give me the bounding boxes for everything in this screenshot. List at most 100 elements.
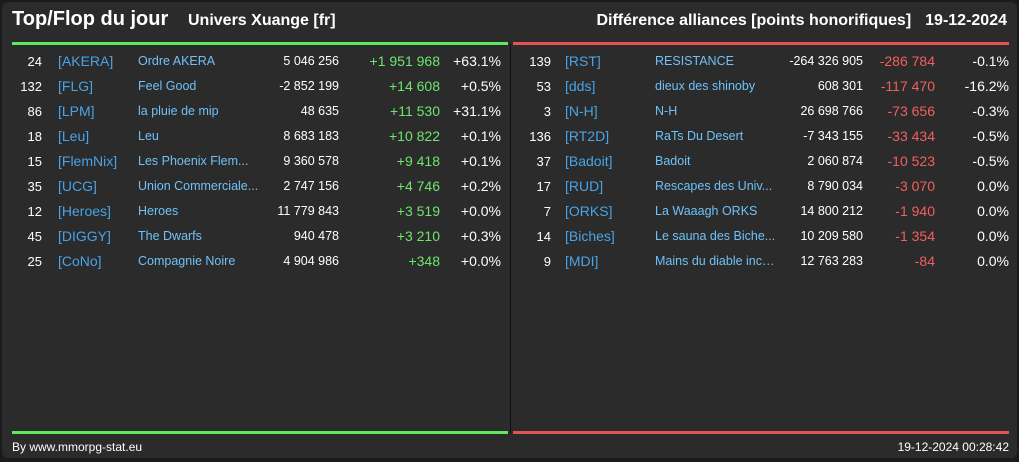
alliance-rank: 12 [27, 204, 42, 219]
percent-change: +31.1% [453, 103, 501, 119]
alliance-tag-link[interactable]: [CoNo] [58, 253, 102, 269]
alliance-points: 2 060 874 [807, 154, 863, 168]
header: Top/Flop du jour Univers Xuange [fr] Dif… [2, 2, 1017, 42]
footer-credit: By www.mmorpg-stat.eu [12, 440, 143, 454]
alliance-tag-link[interactable]: [UCG] [58, 178, 97, 194]
alliance-tag-link[interactable]: [ORKS] [565, 203, 613, 219]
table-row: 14 [Biches] Le sauna des Biche... 10 209 58… [517, 224, 1017, 249]
alliance-name-link[interactable]: N-H [655, 104, 678, 118]
table-row: 25 [CoNo] Compagnie Noire 4 904 986 +348 +0.0… [2, 249, 510, 274]
table-row: 7 [ORKS] La Waaagh ORKS 14 800 212 -1 940 0.0… [517, 199, 1017, 224]
points-difference: +11 530 [390, 103, 440, 119]
server-subtitle: Univers Xuange [fr] [188, 12, 336, 29]
table-row: 45 [DIGGY] The Dwarfs 940 478 +3 210 +0.3% [2, 224, 510, 249]
points-difference: -3 070 [895, 178, 935, 194]
top-losers-panel: 139 [RST] RESISTANCE -264 326 905 -286 784 -0… [517, 49, 1017, 274]
alliance-name-link[interactable]: Mains du diable inco... [655, 254, 777, 268]
alliance-name-link[interactable]: Union Commerciale... [138, 179, 259, 193]
alliance-points: 11 779 843 [277, 204, 339, 218]
alliance-name-link[interactable]: The Dwarfs [138, 229, 202, 243]
alliance-tag-link[interactable]: [LPM] [58, 103, 95, 119]
column-divider [510, 44, 511, 434]
alliance-tag-link[interactable]: [N-H] [565, 103, 598, 119]
ranking-type-label: Différence alliances [points honorifique… [596, 12, 912, 29]
points-difference: +3 519 [396, 203, 440, 219]
alliance-points: 26 698 766 [800, 104, 863, 118]
percent-change: 0.0% [977, 203, 1009, 219]
alliance-name-link[interactable]: Badoit [655, 154, 691, 168]
alliance-tag-link[interactable]: [FLG] [58, 78, 94, 94]
alliance-name-link[interactable]: dieux des shinoby [655, 79, 756, 93]
alliance-tag-link[interactable]: [RUD] [565, 178, 604, 194]
alliance-name-link[interactable]: Le sauna des Biche... [655, 229, 776, 243]
alliance-tag-link[interactable]: [AKERA] [58, 53, 114, 69]
alliance-points: -7 343 155 [803, 129, 863, 143]
alliance-name-link[interactable]: La Waaagh ORKS [655, 204, 758, 218]
alliance-name-link[interactable]: Ordre AKERA [138, 54, 216, 68]
alliance-name-link[interactable]: la pluie de mip [138, 104, 219, 118]
points-difference: -117 470 [880, 78, 935, 94]
alliance-points: 608 301 [817, 79, 863, 93]
alliance-points: -2 852 199 [279, 79, 339, 93]
alliance-name-link[interactable]: Feel Good [138, 79, 197, 93]
alliance-points: 10 209 580 [800, 229, 863, 243]
points-difference: -73 656 [887, 103, 935, 119]
top-accent-bar [12, 42, 508, 45]
points-difference: -84 [914, 253, 935, 269]
alliance-tag-link[interactable]: [dds] [565, 78, 596, 94]
alliance-tag-link[interactable]: [MDI] [565, 253, 599, 269]
table-row: 3 [N-H] N-H 26 698 766 -73 656 -0.3% [517, 99, 1017, 124]
alliance-name-link[interactable]: Les Phoenix Flem... [138, 154, 249, 168]
percent-change: +0.5% [460, 78, 501, 94]
table-row: 17 [RUD] Rescapes des Univ... 8 790 034 -3 0… [517, 174, 1017, 199]
alliance-points: 8 683 183 [283, 129, 339, 143]
percent-change: +0.0% [460, 203, 501, 219]
alliance-tag-link[interactable]: [RST] [565, 53, 601, 69]
alliance-name-link[interactable]: Leu [138, 129, 159, 143]
alliance-rank: 35 [27, 179, 42, 194]
points-difference: -1 940 [895, 203, 935, 219]
alliance-tag-link[interactable]: [RT2D] [565, 128, 610, 144]
points-difference: -10 523 [887, 153, 935, 169]
alliance-rank: 14 [536, 229, 551, 244]
alliance-tag-link[interactable]: [Leu] [58, 128, 90, 144]
alliance-name-link[interactable]: Heroes [138, 204, 179, 218]
alliance-rank: 37 [536, 154, 551, 169]
top-bottom-bar [12, 431, 508, 434]
alliance-points: 940 478 [293, 229, 339, 243]
table-row: 86 [LPM] la pluie de mip 48 635 +11 530 +31.1… [2, 99, 510, 124]
points-difference: +9 418 [396, 153, 440, 169]
alliance-tag-link[interactable]: [FlemNix] [58, 153, 118, 169]
alliance-rank: 53 [536, 79, 551, 94]
alliance-points: 14 800 212 [800, 204, 863, 218]
alliance-rank: 9 [543, 254, 551, 269]
alliance-rank: 45 [27, 229, 42, 244]
alliance-name-link[interactable]: RESISTANCE [655, 54, 734, 68]
alliance-name-link[interactable]: Rescapes des Univ... [655, 179, 773, 193]
percent-change: -0.5% [972, 128, 1009, 144]
alliance-tag-link[interactable]: [Biches] [565, 228, 615, 244]
alliance-name-link[interactable]: RaTs Du Desert [655, 129, 744, 143]
alliance-tag-link[interactable]: [Badoit] [565, 153, 613, 169]
alliance-points: 8 790 034 [807, 179, 863, 193]
alliance-rank: 7 [543, 204, 551, 219]
flop-accent-bar [513, 42, 1009, 45]
alliance-points: 48 635 [300, 104, 339, 118]
percent-change: +63.1% [453, 53, 501, 69]
alliance-points: 4 904 986 [283, 254, 339, 268]
points-difference: +4 746 [396, 178, 440, 194]
points-difference: -33 434 [887, 128, 935, 144]
alliance-name-link[interactable]: Compagnie Noire [138, 254, 236, 268]
header-right: Différence alliances [points honorifique… [596, 12, 1007, 30]
points-difference: +10 822 [389, 128, 440, 144]
alliance-tag-link[interactable]: [Heroes] [58, 203, 111, 219]
percent-change: +0.1% [460, 153, 501, 169]
alliance-rank: 25 [27, 254, 42, 269]
table-row: 18 [Leu] Leu 8 683 183 +10 822 +0.1% [2, 124, 510, 149]
alliance-tag-link[interactable]: [DIGGY] [58, 228, 111, 244]
table-row: 12 [Heroes] Heroes 11 779 843 +3 519 +0.0% [2, 199, 510, 224]
points-difference: +348 [408, 253, 440, 269]
alliance-rank: 139 [529, 54, 551, 69]
alliance-rank: 136 [529, 129, 551, 144]
percent-change: -16.2% [964, 78, 1009, 94]
